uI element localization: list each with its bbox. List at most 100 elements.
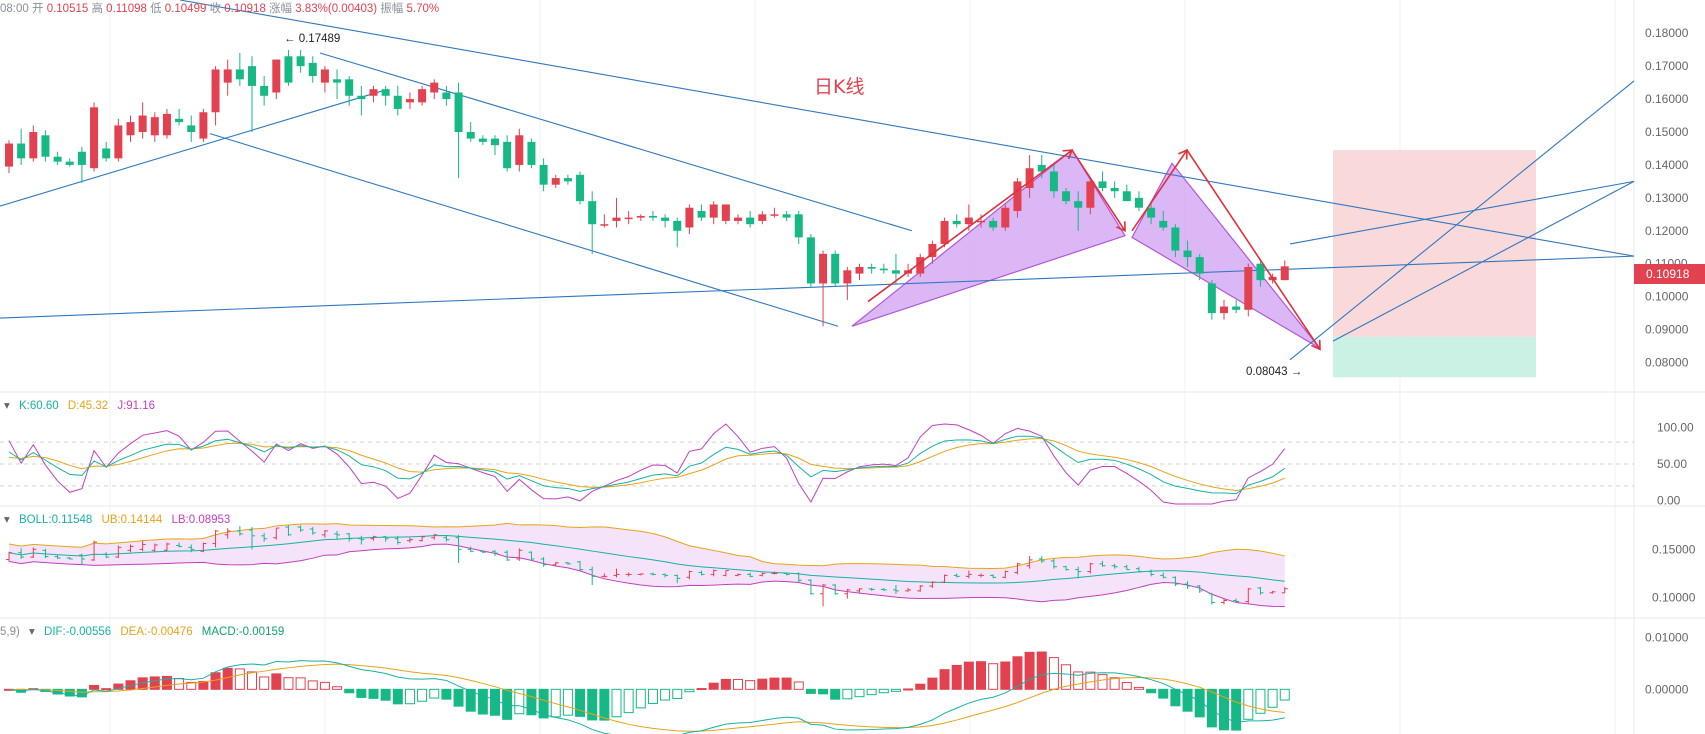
macd-histogram-bar [514, 688, 525, 715]
macd-histogram-bar [113, 683, 124, 690]
candle-body [977, 220, 985, 223]
low-annotation: 0.08043 → [1246, 366, 1303, 378]
candle-body [721, 204, 730, 221]
candle-body [162, 113, 171, 136]
candle-body [1025, 168, 1034, 188]
collapse-icon[interactable]: ▾ [29, 626, 35, 638]
macd-histogram-bar [404, 688, 415, 705]
candle-body [709, 204, 718, 218]
candle-body [916, 257, 925, 274]
candle-body [746, 217, 755, 225]
high-label: 高 [91, 3, 103, 15]
macd-histogram-bar [1206, 688, 1217, 728]
candle-body [138, 115, 147, 132]
collapse-icon[interactable]: ▾ [4, 400, 10, 412]
candle-body [5, 143, 13, 167]
arrow-head [1311, 339, 1321, 351]
open-label: 开 [31, 3, 44, 15]
candle-body [1037, 164, 1046, 172]
candle-body [612, 217, 621, 221]
candle-body [320, 69, 329, 83]
stop-loss-zone [1333, 150, 1536, 337]
take-profit-zone [1333, 336, 1536, 378]
macd-histogram-bar [1073, 671, 1084, 690]
candle-body [624, 217, 633, 220]
macd-histogram-bar [526, 688, 537, 716]
candle-body [1232, 306, 1241, 310]
kdj-d-line [8, 438, 1285, 492]
macd-histogram-bar [550, 688, 561, 718]
macd-histogram-bar [538, 688, 549, 719]
macd-histogram-bar [64, 688, 75, 697]
candle-body [952, 220, 961, 225]
macd-axis-tick: 0.00000 [1645, 682, 1689, 696]
boll-axis-tick: 0.10000 [1652, 591, 1696, 605]
arrow-head [1178, 148, 1188, 160]
price-axis-tick: 0.18000 [1645, 26, 1689, 40]
candle-body [1001, 207, 1010, 228]
candle-body [150, 117, 159, 136]
candle-body [442, 92, 451, 100]
macd-histogram-bar [247, 671, 257, 690]
candle-body [41, 135, 50, 157]
open-value: 0.10515 [46, 3, 89, 15]
candle-body [90, 107, 99, 169]
candle-body [17, 143, 26, 159]
macd-histogram-bar [757, 678, 768, 690]
candle-body [551, 178, 560, 185]
candle-body [296, 56, 305, 67]
candle-body [964, 217, 973, 225]
candle-body [685, 207, 694, 228]
candle-body [454, 92, 463, 132]
candle-body [527, 141, 536, 165]
close-label: 收 [209, 3, 222, 15]
last-price-tag: 0.10918 [1634, 264, 1705, 284]
candle-body [879, 268, 888, 271]
macd-histogram-bar [890, 688, 901, 692]
macd-histogram-bar [380, 688, 391, 701]
macd-histogram-bar [830, 688, 841, 700]
candle-body [1013, 181, 1022, 212]
candle-body [1134, 197, 1143, 208]
price-axis-tick: 0.10000 [1645, 290, 1689, 304]
macd-histogram-bar [647, 688, 658, 705]
macd-histogram-bar [903, 688, 914, 691]
macd-histogram-bar [1133, 686, 1144, 690]
candle-body [648, 215, 657, 218]
candle-body [235, 69, 244, 80]
change-value: 3.83%(0.00403) [295, 3, 378, 15]
candle-body [102, 148, 111, 159]
macd-histogram-bar [1170, 688, 1181, 707]
macd-histogram-bar [696, 688, 707, 691]
low-label: 低 [150, 3, 162, 15]
boll-axis-tick: 0.15000 [1652, 542, 1696, 556]
macd-histogram-bar [307, 680, 318, 690]
candle-body [1195, 257, 1204, 274]
candle-body [248, 66, 256, 86]
boll-band [9, 523, 1285, 607]
candle-body [187, 125, 196, 132]
candle-body [223, 69, 232, 83]
kdj-j-label: J:91.16 [117, 400, 156, 412]
price-axis-tick: 0.08000 [1645, 355, 1689, 369]
collapse-icon[interactable]: ▾ [4, 514, 10, 526]
candle-body [345, 79, 354, 96]
macd-histogram-bar [490, 688, 500, 716]
candle-body [697, 211, 706, 218]
macd-histogram-bar [295, 677, 306, 690]
trend-line [0, 88, 389, 207]
candle-body [418, 89, 427, 103]
macd-histogram-bar [1121, 682, 1132, 690]
boll-mid-line [8, 534, 1285, 584]
candle-body [369, 89, 378, 96]
macd-histogram-bar [1097, 674, 1108, 690]
candle-body [357, 95, 366, 100]
candle-body [794, 214, 803, 238]
macd-histogram-bar [429, 688, 440, 699]
macd-histogram-bar [198, 680, 209, 690]
macd-histogram-bar [781, 677, 792, 690]
macd-dea-label: DEA:-0.00476 [120, 626, 193, 638]
macd-histogram-bar [319, 681, 330, 690]
